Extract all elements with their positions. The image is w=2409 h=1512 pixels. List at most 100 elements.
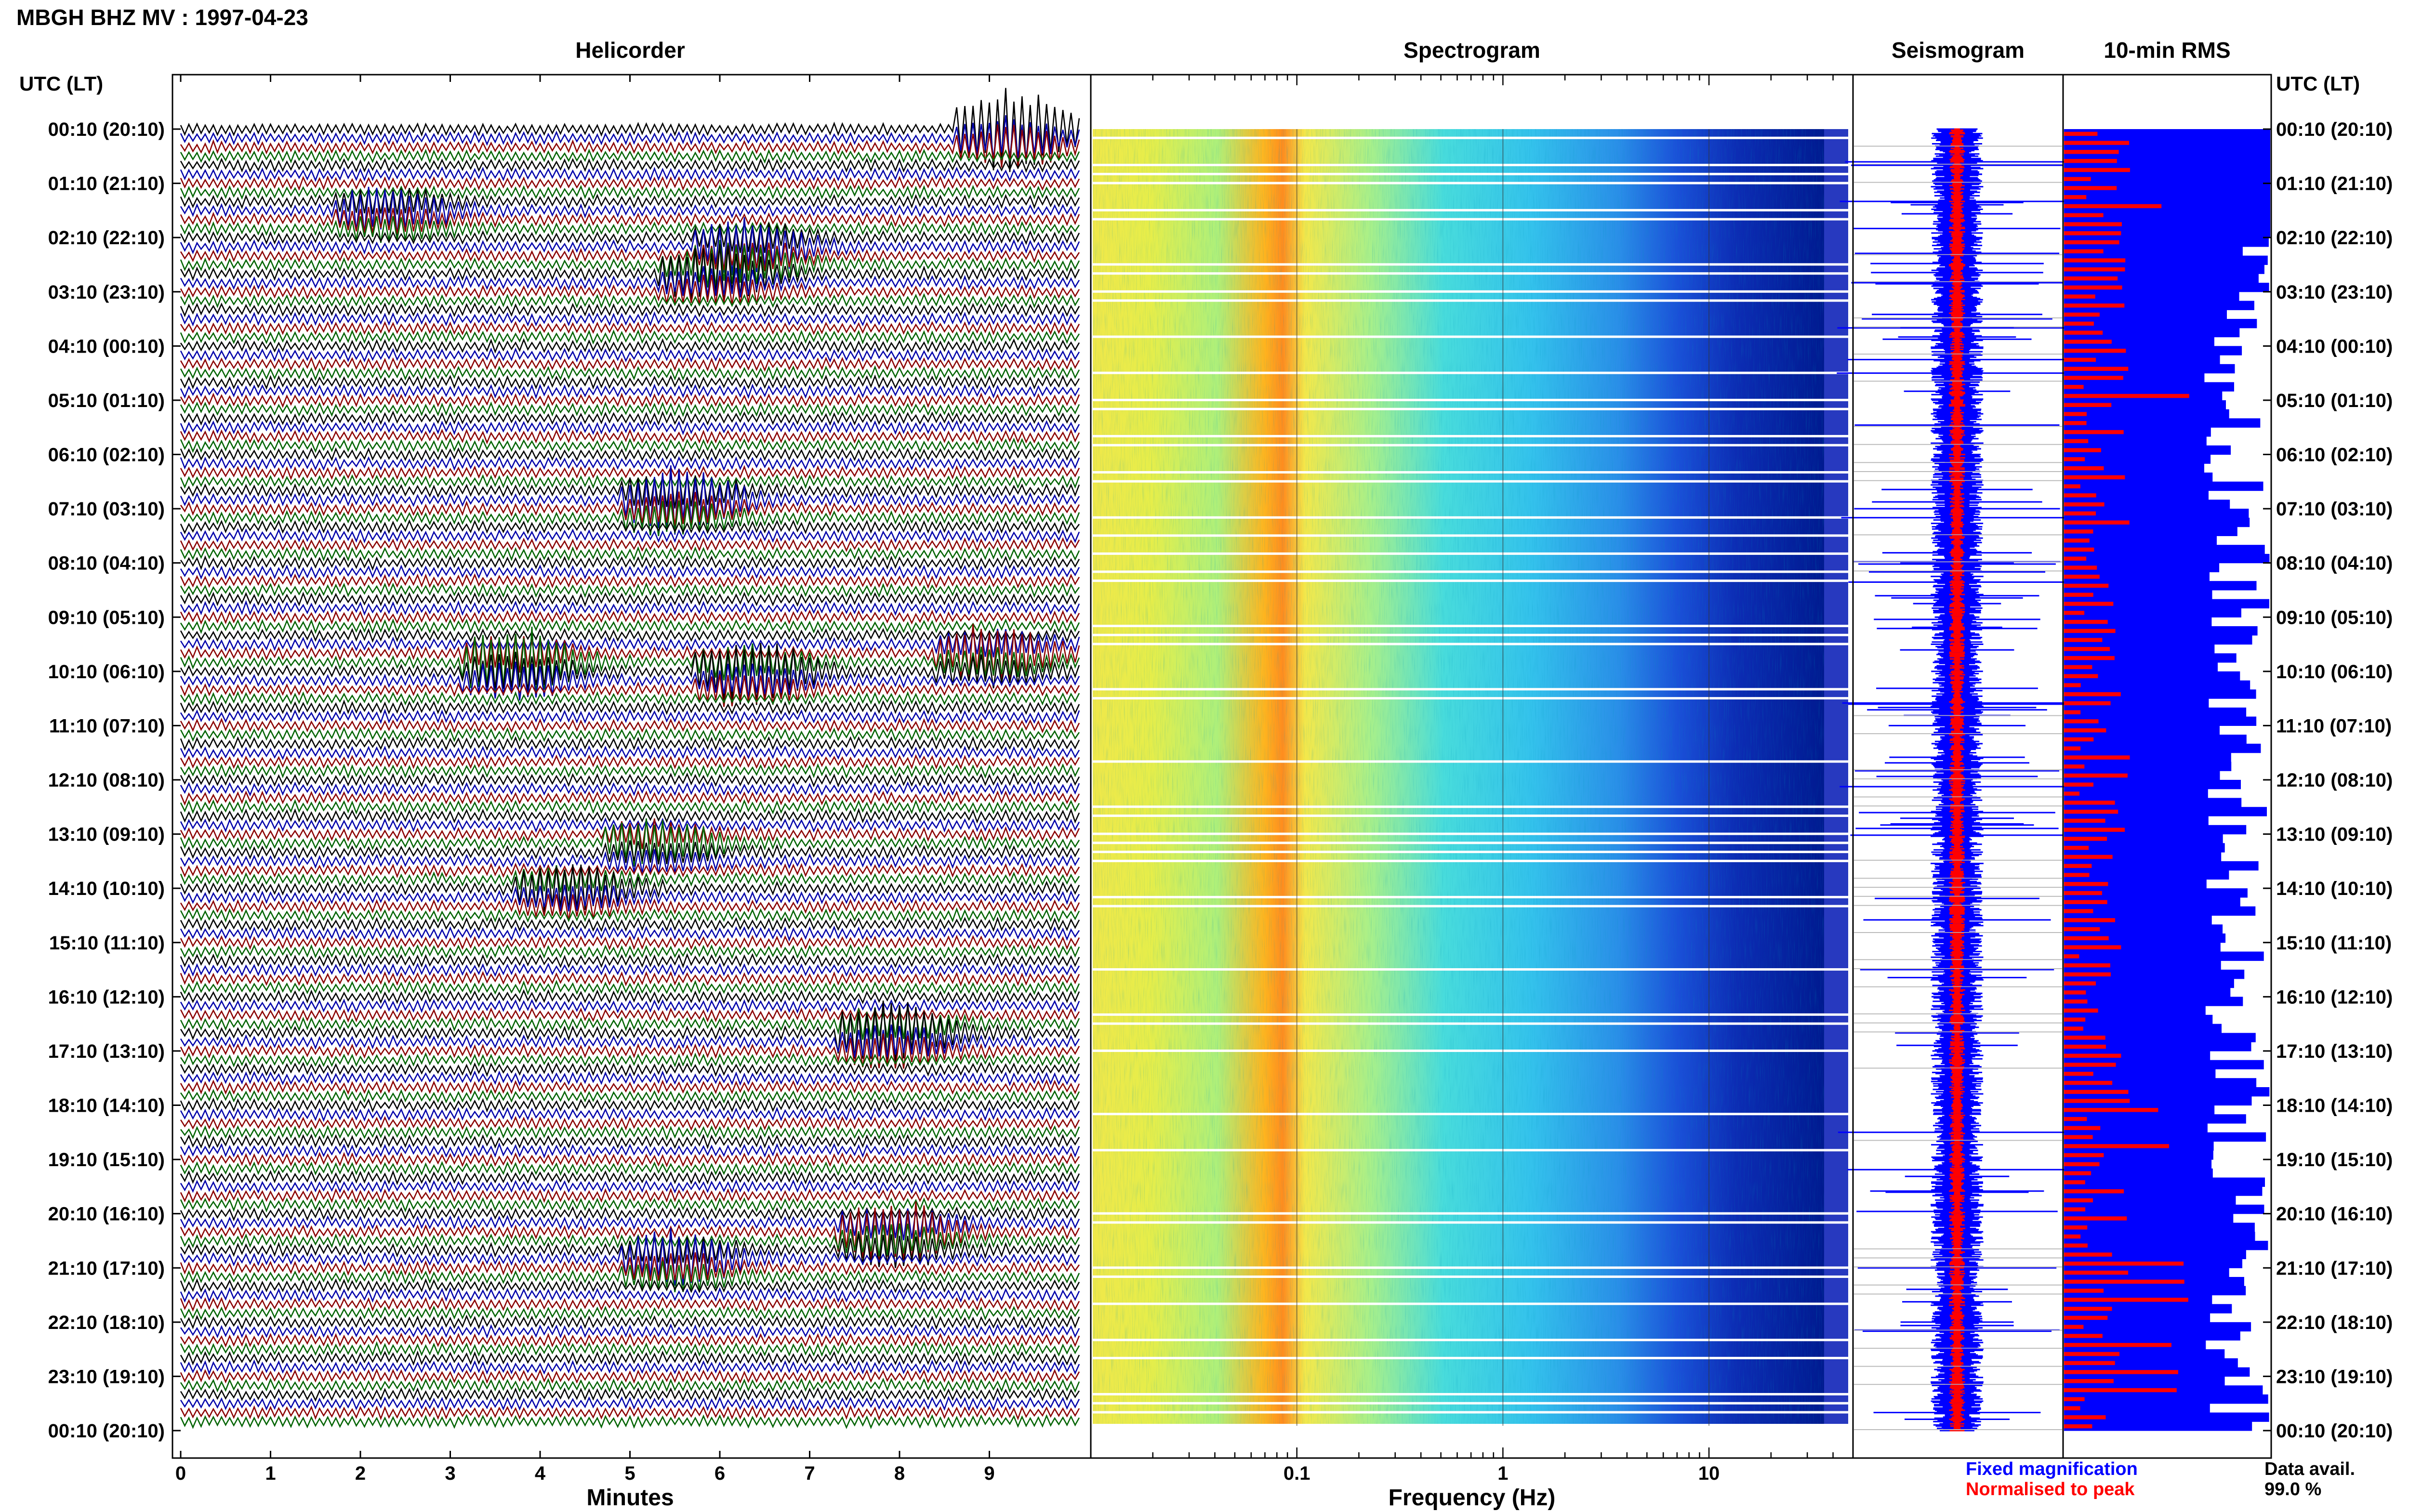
- rms-bar-fixed: [2064, 1394, 2268, 1404]
- helicorder-trace: [180, 691, 1080, 706]
- spectrogram-gap: [1092, 625, 1852, 628]
- rms-bar-normalised: [2064, 1108, 2158, 1112]
- rms-bar-normalised: [2064, 918, 2115, 922]
- helicorder-trace: [180, 244, 1080, 302]
- rms-bar-normalised: [2064, 204, 2162, 209]
- rms-bar-fixed: [2064, 1078, 2257, 1088]
- helicorder-trace: [180, 293, 1080, 309]
- spectrogram-gap: [1092, 968, 1852, 971]
- time-label-left: 05:10 (01:10): [48, 390, 165, 411]
- helicorder-trace: [180, 917, 1080, 932]
- spectrogram-row-gaps: [1092, 136, 1852, 1432]
- spectrogram-title: Spectrogram: [1403, 38, 1540, 63]
- helicorder-trace: [180, 473, 1080, 509]
- time-label-right: 14:10 (10:10): [2276, 878, 2393, 899]
- time-label-right: 06:10 (02:10): [2276, 445, 2393, 466]
- rms-title: 10-min RMS: [2104, 38, 2230, 63]
- rms-bar-normalised: [2064, 990, 2086, 995]
- helicorder-trace: [180, 1106, 1080, 1122]
- rms-bar-normalised: [2064, 539, 2090, 543]
- rms-bar-normalised: [2064, 1225, 2088, 1230]
- rms-bar-fixed: [2064, 355, 2220, 365]
- spectrogram-xlabel: Frequency (Hz): [1389, 1485, 1556, 1511]
- rms-bar-fixed: [2064, 1204, 2264, 1214]
- rms-bar-normalised: [2064, 737, 2094, 742]
- helicorder-trace: [180, 1125, 1080, 1141]
- rms-bar-normalised: [2064, 1334, 2103, 1338]
- rms-bar-fixed: [2064, 481, 2263, 491]
- rms-bar-normalised: [2064, 1406, 2080, 1410]
- rms-bar-fixed: [2064, 228, 2270, 238]
- rms-bar-normalised: [2064, 1325, 2084, 1329]
- helicorder-trace: [180, 158, 1080, 173]
- rms-bar-fixed: [2064, 572, 2210, 581]
- rms-bar-normalised: [2064, 1315, 2108, 1320]
- time-label-right: 23:10 (19:10): [2276, 1366, 2393, 1387]
- rms-bar-normalised: [2064, 801, 2115, 805]
- rms-bar-fixed: [2064, 752, 2231, 763]
- time-label-left: 09:10 (05:10): [48, 607, 165, 628]
- rms-bar-normalised: [2064, 864, 2092, 868]
- rms-bar-normalised: [2064, 837, 2107, 841]
- rms-bar-normalised: [2064, 809, 2118, 814]
- rms-bar-fixed: [2064, 780, 2241, 789]
- rms-bar-normalised: [2064, 1135, 2093, 1139]
- rms-bar-normalised: [2064, 692, 2121, 697]
- spectrogram-tick-label: 10: [1698, 1463, 1720, 1484]
- rms-bar-fixed: [2064, 301, 2254, 310]
- rms-bar-normalised: [2064, 981, 2096, 986]
- rms-bar-normalised: [2064, 529, 2093, 534]
- helicorder-trace: [180, 546, 1080, 562]
- time-label-left: 06:10 (02:10): [48, 445, 165, 466]
- rms-bar-normalised: [2064, 1063, 2116, 1067]
- helicorder-trace: [180, 674, 1080, 707]
- rms-bar-normalised: [2064, 177, 2091, 181]
- rms-bar-fixed: [2064, 743, 2261, 753]
- spectrogram-gap: [1092, 164, 1852, 167]
- helicorder-trace: [180, 600, 1080, 616]
- helicorder-trace: [180, 393, 1080, 408]
- helicorder-trace: [180, 736, 1080, 751]
- time-label-right: 17:10 (13:10): [2276, 1041, 2393, 1062]
- helicorder-trace: [180, 790, 1080, 806]
- rms-bar-normalised: [2064, 1036, 2105, 1040]
- rms-bar-fixed: [2064, 156, 2270, 166]
- helicorder-trace: [180, 1033, 1080, 1069]
- spectrogram-gap: [1092, 1221, 1852, 1224]
- rms-bar-fixed: [2064, 183, 2270, 193]
- helicorder-tick-label: 1: [265, 1463, 276, 1484]
- rms-bar-normalised: [2064, 493, 2096, 498]
- rms-bar-fixed: [2064, 951, 2264, 961]
- rms-bar-fixed: [2064, 617, 2212, 627]
- time-label-left: 00:10 (20:10): [48, 119, 165, 140]
- rms-bar-normalised: [2064, 1243, 2088, 1248]
- rms-bar-normalised: [2064, 1370, 2178, 1374]
- rms-bar-normalised: [2064, 357, 2096, 362]
- rms-bar-fixed: [2064, 174, 2270, 184]
- rms-bar-fixed: [2064, 1123, 2208, 1133]
- helicorder-trace: [180, 772, 1080, 788]
- rms-bar-normalised: [2064, 258, 2126, 263]
- rms-bar-fixed: [2064, 454, 2211, 464]
- spectrogram-gap: [1092, 1266, 1852, 1269]
- helicorder-trace: [180, 175, 1080, 191]
- rms-bar-normalised: [2064, 1216, 2127, 1221]
- rms-bar-fixed: [2064, 490, 2209, 500]
- helicorder-trace: [180, 626, 1080, 697]
- rms-bar-fixed: [2064, 735, 2247, 744]
- rms-bar-fixed: [2064, 870, 2229, 880]
- rms-bar-fixed: [2064, 1331, 2240, 1341]
- rms-bar-fixed: [2064, 924, 2223, 934]
- helicorder-trace: [180, 817, 1080, 833]
- rms-bar-normalised: [2064, 448, 2101, 452]
- rms-bar-normalised: [2064, 755, 2130, 760]
- rms-bar-fixed: [2064, 653, 2237, 663]
- spectrogram-gap: [1092, 643, 1852, 645]
- helicorder-trace: [180, 186, 1080, 236]
- time-label-left: 14:10 (10:10): [48, 878, 165, 899]
- helicorder-trace: [180, 329, 1080, 345]
- rms-bar-fixed: [2064, 590, 2212, 600]
- rms-bar-fixed: [2064, 255, 2268, 265]
- rms-bar-fixed: [2064, 1313, 2210, 1323]
- rms-bar-fixed: [2064, 906, 2256, 916]
